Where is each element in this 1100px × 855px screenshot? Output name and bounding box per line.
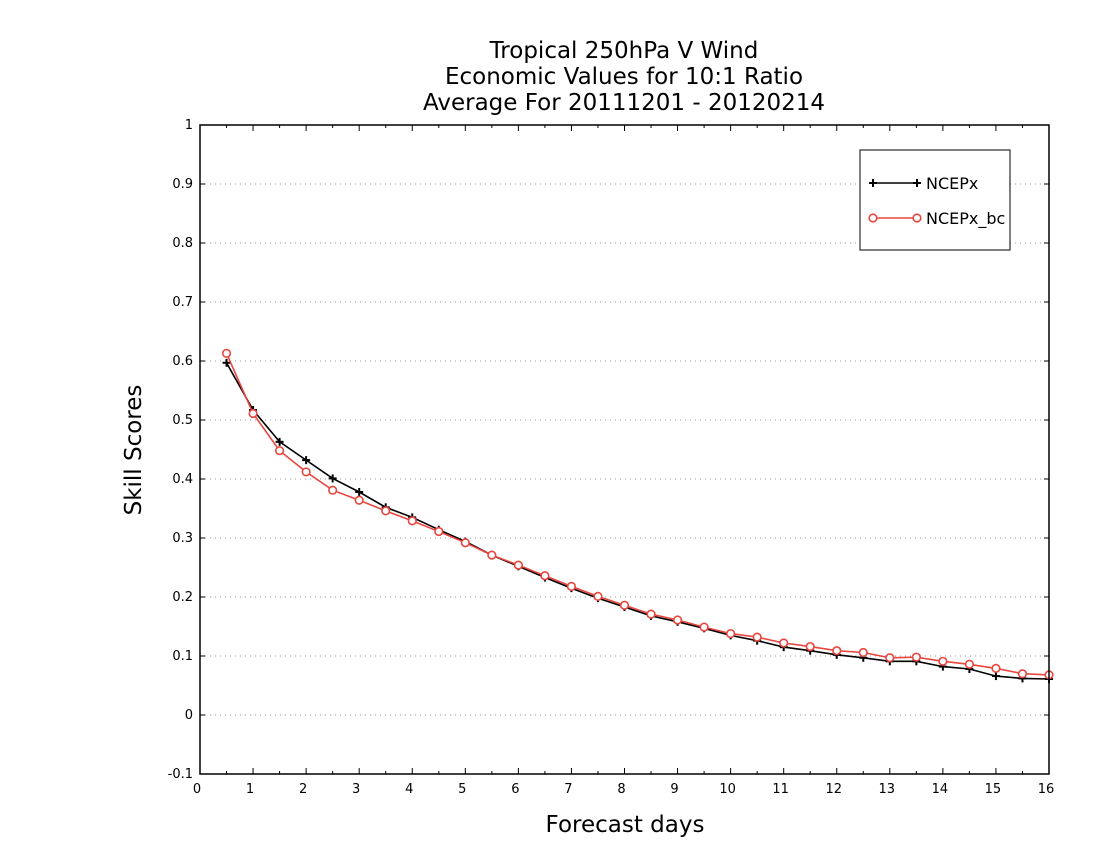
- y-tick-label: 0.1: [172, 649, 193, 664]
- legend-item: NCEPx: [869, 174, 978, 193]
- data-point-circle: [593, 591, 603, 602]
- data-point-circle: [726, 628, 736, 639]
- x-tick-label: 14: [932, 782, 949, 797]
- data-point-circle: [805, 641, 815, 652]
- data-point-circle: [646, 609, 656, 619]
- series-ncepx-bc: [221, 348, 1054, 680]
- data-point-circle: [858, 647, 868, 658]
- data-point-circle: [460, 538, 470, 548]
- x-tick-label: 8: [617, 782, 625, 797]
- y-tick-label: 0.5: [172, 413, 193, 428]
- x-tick-label: 5: [458, 782, 466, 797]
- data-point-circle: [911, 652, 921, 662]
- data-point-plus: [275, 437, 284, 446]
- data-point-circle: [779, 638, 789, 648]
- data-point-circle: [407, 516, 417, 526]
- data-point-circle: [1017, 669, 1028, 679]
- data-point-circle: [885, 653, 895, 663]
- x-tick-label: 10: [719, 782, 736, 797]
- x-tick-label: 0: [193, 782, 201, 797]
- y-tick-label: 0.4: [172, 472, 193, 487]
- data-point-circle: [699, 622, 709, 632]
- x-tick-label: 9: [670, 782, 678, 797]
- data-point-circle: [868, 213, 878, 223]
- legend: NCEPx NCEPx_bc: [859, 149, 1011, 251]
- chart-title-line-3: Average For 20111201 - 20120214: [423, 90, 825, 116]
- data-point-plus: [355, 487, 364, 496]
- legend-label: NCEPx: [926, 174, 978, 193]
- data-point-circle: [832, 646, 842, 656]
- data-point-plus: [302, 456, 311, 465]
- data-point-plus: [869, 179, 877, 187]
- grid-layer: [200, 183, 1049, 716]
- data-point-circle: [434, 526, 444, 537]
- y-tick-label: 0.6: [172, 354, 193, 369]
- legend-box: [859, 149, 1011, 251]
- x-tick-label: 16: [1038, 782, 1055, 797]
- x-tick-label: 4: [405, 782, 413, 797]
- x-tick-label: 12: [825, 782, 842, 797]
- data-point-circle: [221, 348, 232, 358]
- y-tick-label: 0.7: [172, 295, 193, 310]
- data-point-circle: [248, 408, 258, 419]
- data-point-plus: [328, 474, 337, 483]
- y-tick-label: 0.2: [172, 590, 193, 605]
- x-tick-label: 1: [246, 782, 254, 797]
- y-tick-label: 0.3: [172, 531, 193, 546]
- y-axis-title: Skill Scores: [121, 385, 147, 516]
- series-line: [225, 352, 1050, 676]
- data-point-circle: [540, 571, 550, 581]
- data-point-circle: [301, 467, 311, 477]
- x-tick-label: 2: [299, 782, 307, 797]
- data-point-circle: [566, 581, 577, 591]
- chart-title-line-1: Tropical 250hPa V Wind: [489, 38, 759, 64]
- chart-title-line-2: Economic Values for 10:1 Ratio: [445, 64, 803, 90]
- y-tick-label: 0.9: [172, 177, 193, 192]
- data-point-circle: [912, 213, 922, 223]
- legend-items: NCEPx NCEPx_bc: [868, 174, 1005, 229]
- data-point-circle: [672, 615, 683, 625]
- y-tick-label: 1: [185, 118, 193, 133]
- data-point-plus: [222, 358, 231, 367]
- x-axis-title: Forecast days: [546, 812, 705, 838]
- data-point-circle: [752, 632, 762, 642]
- data-point-circle: [328, 485, 338, 495]
- y-tick-label: 0: [185, 708, 193, 723]
- ticks-layer: -0.100.10.20.30.40.50.60.70.80.910 1 2 3 4 5 6…: [168, 118, 1055, 797]
- data-point-circle: [964, 659, 975, 669]
- data-point-circle: [991, 663, 1001, 673]
- series-ncepx: [222, 358, 1053, 684]
- data-point-circle: [938, 656, 948, 666]
- data-point-plus: [913, 179, 921, 187]
- x-tick-label: 13: [879, 782, 896, 797]
- data-point-circle: [381, 506, 391, 516]
- y-tick-label: -0.1: [168, 767, 193, 782]
- data-point-circle: [487, 550, 497, 560]
- data-point-plus: [991, 672, 1000, 681]
- data-point-circle: [274, 446, 285, 456]
- x-tick-label: 6: [511, 782, 519, 797]
- series-layer: [221, 348, 1054, 684]
- x-tick-label: 3: [352, 782, 360, 797]
- x-tick-label: 15: [985, 782, 1002, 797]
- legend-item: NCEPx_bc: [868, 209, 1005, 229]
- series-line: [225, 362, 1050, 680]
- data-point-circle: [513, 560, 523, 570]
- data-point-circle: [619, 600, 630, 610]
- y-tick-label: 0.8: [172, 236, 193, 251]
- x-tick-label: 11: [772, 782, 789, 797]
- data-point-circle: [354, 495, 364, 505]
- x-tick-label: 7: [564, 782, 572, 797]
- legend-label: NCEPx_bc: [926, 209, 1005, 229]
